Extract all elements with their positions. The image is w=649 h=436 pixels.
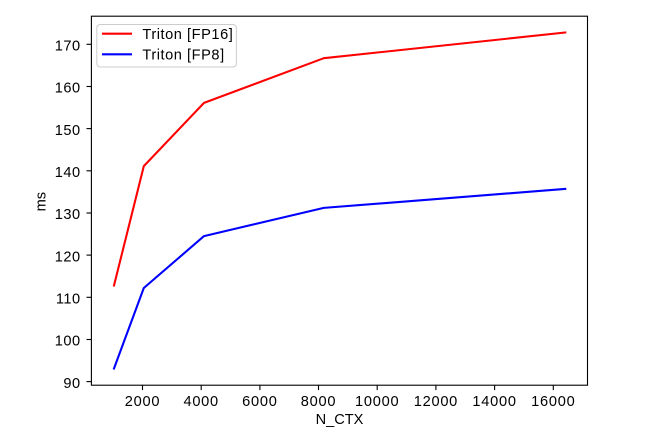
- svg-text:130: 130: [55, 207, 81, 223]
- svg-text:16000: 16000: [531, 394, 575, 410]
- svg-text:4000: 4000: [183, 394, 218, 410]
- svg-text:N_CTX: N_CTX: [316, 412, 364, 428]
- svg-text:160: 160: [55, 81, 81, 97]
- svg-text:Triton [FP8]: Triton [FP8]: [142, 47, 224, 63]
- svg-text:Triton [FP16]: Triton [FP16]: [142, 27, 233, 43]
- svg-text:ms: ms: [34, 192, 50, 211]
- svg-text:140: 140: [55, 165, 81, 181]
- svg-text:14000: 14000: [472, 394, 516, 410]
- svg-text:110: 110: [56, 292, 81, 308]
- svg-text:12000: 12000: [414, 394, 458, 410]
- svg-text:8000: 8000: [301, 394, 336, 410]
- svg-text:170: 170: [55, 39, 81, 55]
- svg-text:150: 150: [55, 123, 81, 139]
- svg-text:2000: 2000: [125, 394, 160, 410]
- svg-text:120: 120: [55, 249, 81, 265]
- svg-text:90: 90: [63, 376, 80, 392]
- svg-text:6000: 6000: [242, 394, 277, 410]
- svg-text:100: 100: [55, 334, 81, 350]
- svg-text:10000: 10000: [355, 394, 399, 410]
